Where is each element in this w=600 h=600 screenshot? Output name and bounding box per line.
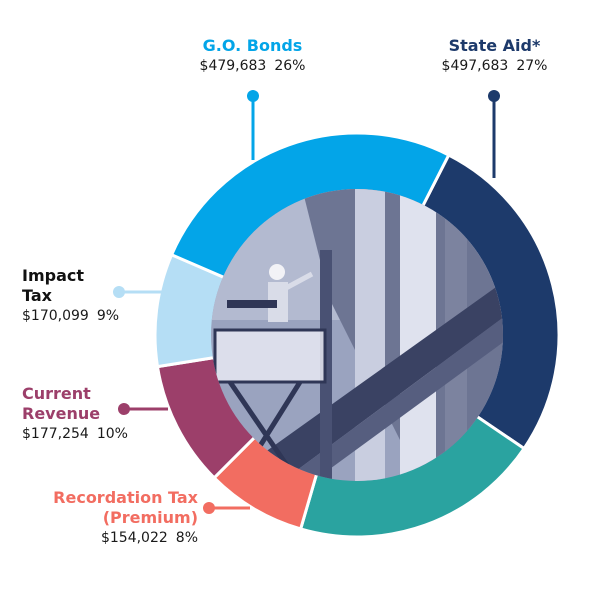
recordation-tax-percent: 8%: [175, 530, 198, 546]
state-aid-name: State Aid*: [448, 36, 541, 55]
impact-tax-amount: $170,099: [22, 308, 89, 324]
recordation-tax-name-line-2: (Premium): [102, 508, 198, 527]
current-revenue-value: $177,254 10%: [22, 424, 152, 444]
label-impact-tax: Impact Tax $170,099 9%: [22, 266, 142, 326]
go-bonds-value: $479,683 26%: [170, 56, 335, 76]
state-aid-amount: $497,683: [441, 58, 509, 74]
label-state-aid: State Aid* $497,683 27%: [412, 36, 577, 76]
recordation-tax-name-line-1: Recordation Tax: [53, 488, 198, 507]
go-bonds-name: G.O. Bonds: [202, 36, 303, 55]
current-revenue-amount: $177,254: [22, 426, 89, 442]
go-bonds-percent: 26%: [274, 58, 306, 74]
impact-tax-name-line-2: Tax: [22, 286, 52, 305]
impact-tax-value: $170,099 9%: [22, 306, 142, 326]
donut-slices: [153, 131, 561, 539]
current-revenue-percent: 10%: [96, 426, 128, 442]
state-aid-percent: 27%: [516, 58, 548, 74]
current-revenue-name-line-1: Current: [22, 384, 91, 403]
impact-tax-percent: 9%: [96, 308, 120, 324]
leader-dot-go-bonds: [247, 90, 259, 102]
leader-dot-impact-tax: [113, 286, 125, 298]
leader-dot-recordation-tax: [203, 502, 215, 514]
go-bonds-amount: $479,683: [199, 58, 267, 74]
impact-tax-name-line-1: Impact: [22, 266, 85, 285]
label-recordation-tax: Recordation Tax (Premium) $154,022 8%: [28, 488, 198, 548]
state-aid-value: $497,683 27%: [412, 56, 577, 76]
recordation-tax-amount: $154,022: [100, 530, 168, 546]
recordation-tax-value: $154,022 8%: [28, 528, 198, 548]
current-revenue-name-line-2: Revenue: [22, 404, 101, 423]
label-current-revenue: Current Revenue $177,254 10%: [22, 384, 152, 444]
leader-dot-state-aid: [488, 90, 500, 102]
leader-lines: [113, 90, 500, 514]
leader-dot-current-revenue: [118, 403, 130, 415]
label-go-bonds: G.O. Bonds $479,683 26%: [170, 36, 335, 76]
